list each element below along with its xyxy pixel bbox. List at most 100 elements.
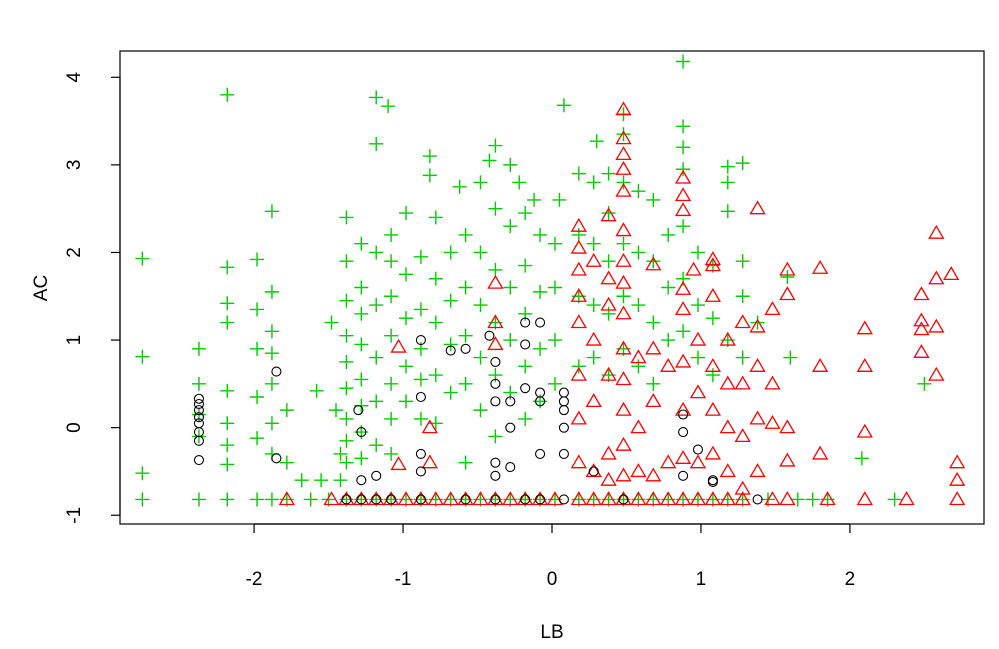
x-tick-label: -2 <box>246 569 263 590</box>
point-circle <box>353 405 364 416</box>
point-triangle <box>645 491 662 506</box>
point-plus <box>191 492 206 507</box>
point-plus <box>646 376 661 391</box>
point-triangle <box>734 314 751 329</box>
point-circle <box>415 391 426 403</box>
point-triangle <box>615 371 632 386</box>
point-triangle <box>704 287 722 302</box>
point-triangle <box>615 340 632 355</box>
point-plus <box>720 175 735 190</box>
point-plus <box>264 346 279 361</box>
point-plus <box>458 376 473 391</box>
point-circle <box>193 412 205 423</box>
point-triangle <box>685 261 702 276</box>
point-triangle <box>928 318 945 333</box>
point-triangle <box>856 358 873 372</box>
point-plus <box>601 166 616 181</box>
point-plus <box>294 473 309 488</box>
point-plus <box>220 296 235 311</box>
point-triangle <box>689 491 707 506</box>
point-plus <box>369 136 384 151</box>
point-triangle <box>734 428 751 443</box>
point-triangle <box>615 305 632 320</box>
point-plus <box>661 280 676 295</box>
point-plus <box>220 383 235 398</box>
point-plus <box>339 293 354 308</box>
point-circle <box>618 494 629 505</box>
point-circle <box>415 494 426 505</box>
point-triangle <box>779 452 796 467</box>
point-circle <box>193 435 205 446</box>
point-plus <box>547 280 562 295</box>
point-circle <box>484 330 495 341</box>
point-plus <box>631 184 646 199</box>
point-triangle <box>615 252 632 267</box>
y-tick-label: 3 <box>64 160 85 171</box>
point-triangle <box>570 454 587 469</box>
point-plus <box>369 90 384 105</box>
point-plus <box>279 403 294 418</box>
point-circle <box>415 466 426 477</box>
point-triangle <box>779 491 796 506</box>
x-axis-title: LB <box>540 622 563 643</box>
point-plus <box>482 153 497 168</box>
point-plus <box>631 359 646 374</box>
point-plus <box>705 368 720 383</box>
point-plus <box>488 262 503 277</box>
point-plus <box>503 280 518 295</box>
point-circle <box>193 393 205 404</box>
point-triangle <box>764 375 781 390</box>
point-plus <box>135 349 150 364</box>
point-plus <box>690 245 705 260</box>
point-plus <box>428 271 443 286</box>
point-triangle <box>442 491 459 506</box>
point-triangle <box>719 331 736 346</box>
point-plus <box>384 376 399 391</box>
point-triangle <box>779 261 796 276</box>
point-plus <box>250 341 265 356</box>
point-plus <box>399 394 414 409</box>
point-plus <box>512 175 527 190</box>
point-circle <box>535 494 546 505</box>
point-plus <box>488 201 503 216</box>
point-circle <box>490 378 501 389</box>
point-plus <box>428 210 443 225</box>
point-plus <box>399 206 414 221</box>
point-plus <box>586 350 601 365</box>
point-plus <box>339 455 354 470</box>
point-triangle <box>928 224 945 239</box>
x-tick-label: -1 <box>395 569 412 590</box>
point-plus <box>135 466 150 481</box>
point-plus <box>384 446 399 461</box>
point-triangle <box>819 491 836 506</box>
point-circle <box>678 409 689 420</box>
point-plus <box>339 328 354 343</box>
point-plus <box>676 140 691 155</box>
point-triangle <box>674 401 692 416</box>
point-plus <box>413 249 428 264</box>
point-circle <box>558 387 569 398</box>
point-triangle <box>615 146 632 161</box>
point-plus <box>547 236 562 251</box>
point-triangle <box>585 393 602 408</box>
point-plus <box>339 210 354 225</box>
point-circle <box>490 494 501 505</box>
point-plus <box>518 306 533 321</box>
y-tick-label: -1 <box>64 507 85 524</box>
point-plus <box>676 271 691 286</box>
point-triangle <box>812 445 829 460</box>
point-plus <box>250 252 265 267</box>
point-triangle <box>427 491 444 506</box>
y-axis-title: AC <box>31 275 52 301</box>
point-plus <box>220 492 235 507</box>
point-plus <box>720 159 735 174</box>
point-plus <box>413 341 428 356</box>
point-plus <box>735 254 750 269</box>
point-circle <box>386 494 397 505</box>
point-triangle <box>615 274 632 289</box>
point-plus <box>661 227 676 242</box>
point-plus <box>250 431 265 446</box>
point-plus <box>571 359 586 374</box>
point-plus <box>527 192 542 207</box>
point-circle <box>460 343 471 354</box>
